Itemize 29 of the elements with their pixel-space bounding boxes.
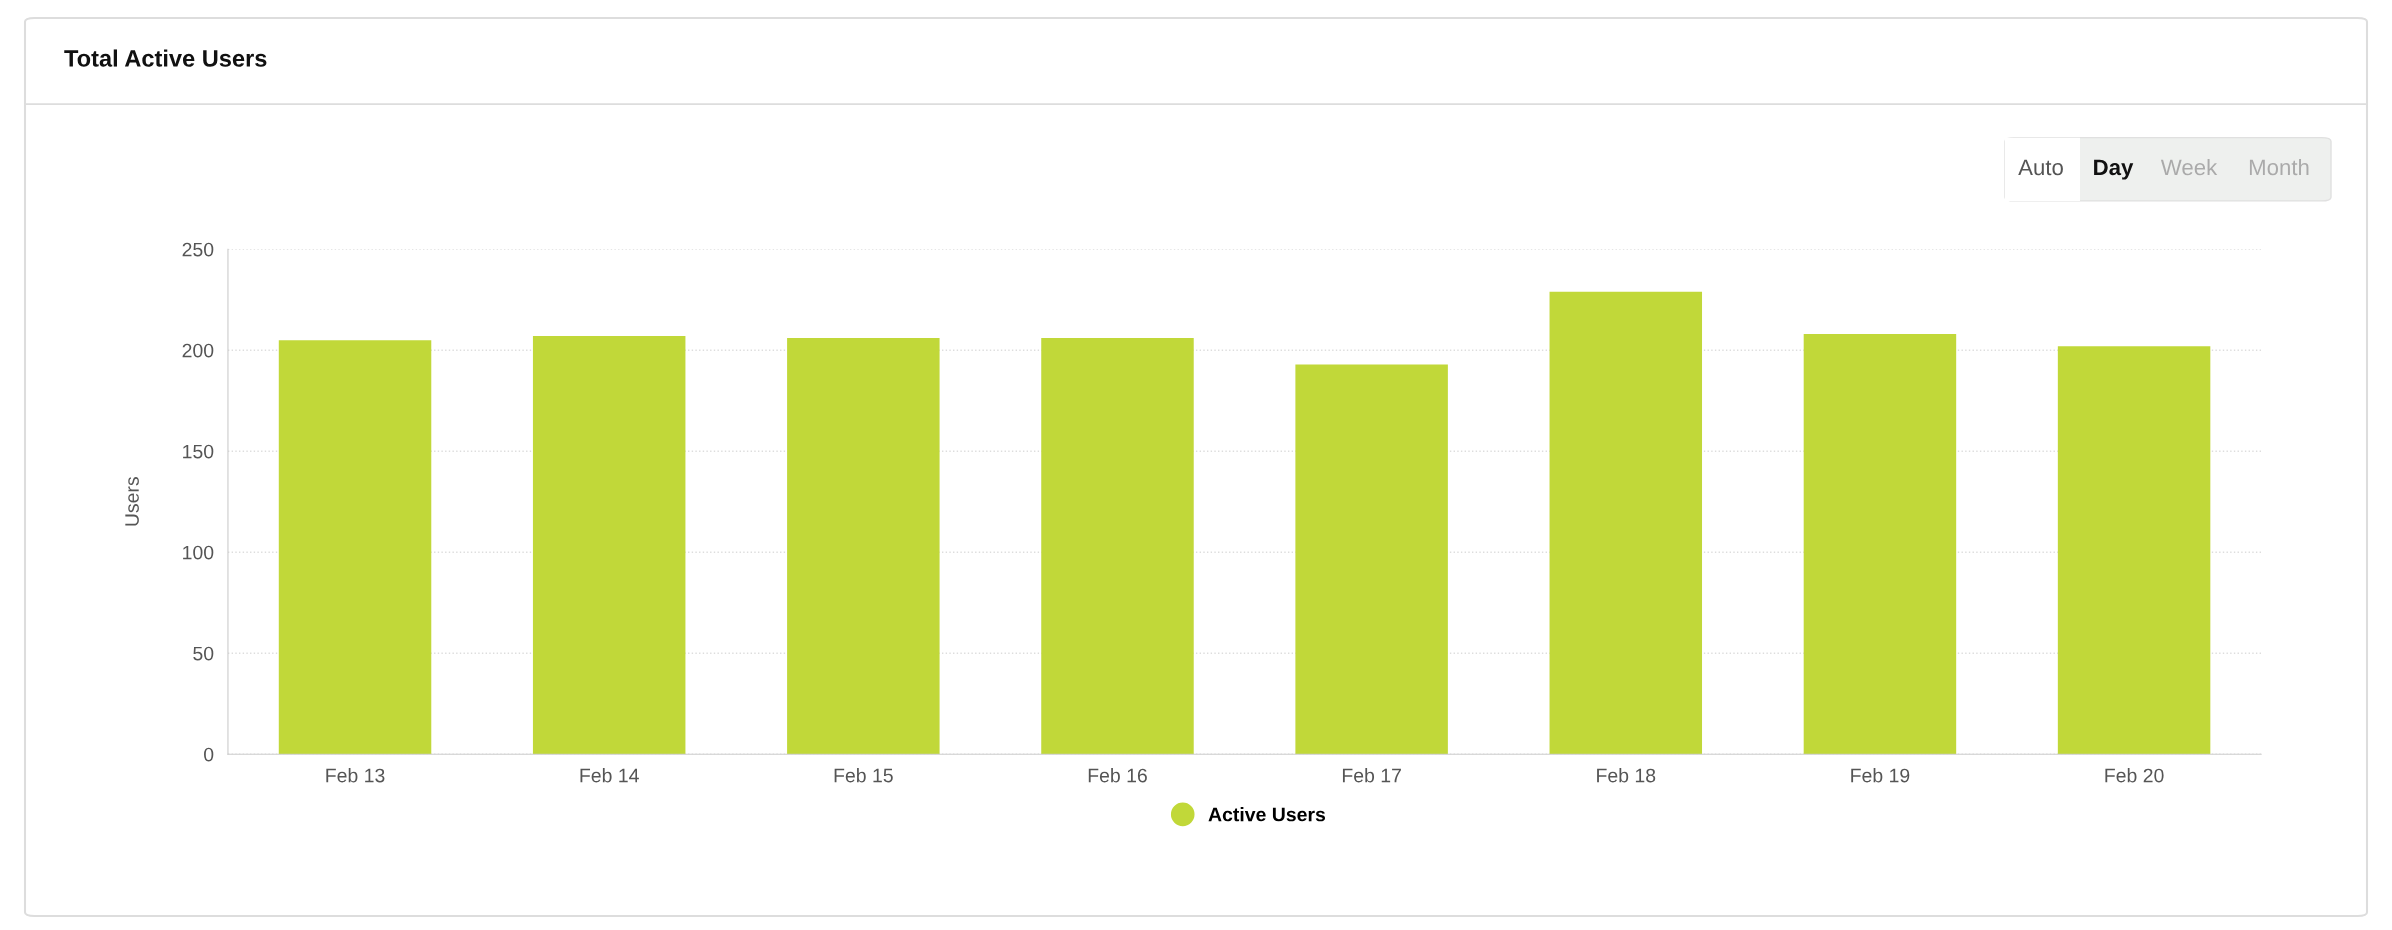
text: Month xyxy=(2249,158,2309,176)
y-tick-label: 150 xyxy=(183,444,214,459)
y-tick-label: 0 xyxy=(204,747,214,762)
y-axis-title: Users xyxy=(125,477,139,526)
text: Week xyxy=(2160,158,2218,176)
bar xyxy=(278,340,432,755)
text: Auto xyxy=(2018,159,2063,176)
x-tick-label: Feb 16 xyxy=(1088,768,1147,783)
x-tick-label: Feb 15 xyxy=(834,768,893,783)
y-tick-label: 200 xyxy=(182,343,214,358)
bar xyxy=(2057,346,2211,755)
y-tick-label: 50 xyxy=(193,646,214,661)
text: Day xyxy=(2094,159,2134,180)
x-tick-label: Feb 14 xyxy=(580,768,639,783)
bar xyxy=(1803,334,1957,755)
chart-title: Total Active Users xyxy=(64,49,267,67)
legend-label: Active Users xyxy=(1208,807,1326,822)
bar xyxy=(787,338,940,755)
bar xyxy=(1549,291,1703,755)
bar xyxy=(1041,338,1194,755)
x-tick-label: Feb 19 xyxy=(1851,768,1910,783)
bar xyxy=(532,336,686,755)
x-tick-label: Feb 18 xyxy=(1597,768,1656,783)
bar xyxy=(1295,364,1448,755)
y-tick-label: 100 xyxy=(183,545,214,560)
x-tick-label: Feb 17 xyxy=(1342,768,1401,783)
x-tick-label: Feb 13 xyxy=(326,768,385,783)
x-tick-label: Feb 20 xyxy=(2105,768,2164,783)
y-tick-label: 250 xyxy=(182,242,214,257)
